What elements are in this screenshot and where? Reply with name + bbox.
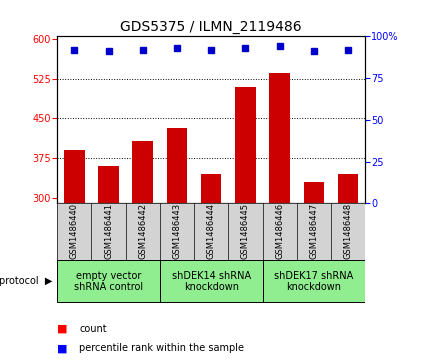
Text: GSM1486441: GSM1486441	[104, 203, 113, 260]
Text: GSM1486447: GSM1486447	[309, 203, 319, 260]
Text: shDEK14 shRNA
knockdown: shDEK14 shRNA knockdown	[172, 270, 251, 292]
Bar	[98, 166, 119, 203]
Text: GSM1486444: GSM1486444	[207, 203, 216, 260]
Text: protocol  ▶: protocol ▶	[0, 276, 53, 286]
Bar	[132, 141, 153, 203]
Text: empty vector
shRNA control: empty vector shRNA control	[74, 270, 143, 292]
Bar	[235, 87, 256, 203]
Text: GSM1486440: GSM1486440	[70, 203, 79, 260]
FancyBboxPatch shape	[57, 260, 160, 302]
Text: GSM1486448: GSM1486448	[344, 203, 352, 260]
Text: GSM1486445: GSM1486445	[241, 203, 250, 260]
Text: GSM1486443: GSM1486443	[172, 203, 181, 260]
Text: ■: ■	[57, 343, 68, 354]
Title: GDS5375 / ILMN_2119486: GDS5375 / ILMN_2119486	[121, 20, 302, 34]
Text: ■: ■	[57, 323, 68, 334]
Bar	[269, 73, 290, 203]
Bar	[201, 174, 221, 203]
Text: GSM1486446: GSM1486446	[275, 203, 284, 260]
Bar	[338, 174, 358, 203]
Text: shDEK17 shRNA
knockdown: shDEK17 shRNA knockdown	[274, 270, 353, 292]
Bar	[64, 150, 84, 203]
Bar	[167, 128, 187, 203]
Text: count: count	[79, 323, 107, 334]
Bar	[304, 182, 324, 203]
FancyBboxPatch shape	[160, 260, 263, 302]
FancyBboxPatch shape	[263, 260, 365, 302]
Text: percentile rank within the sample: percentile rank within the sample	[79, 343, 244, 354]
Text: GSM1486442: GSM1486442	[138, 203, 147, 260]
